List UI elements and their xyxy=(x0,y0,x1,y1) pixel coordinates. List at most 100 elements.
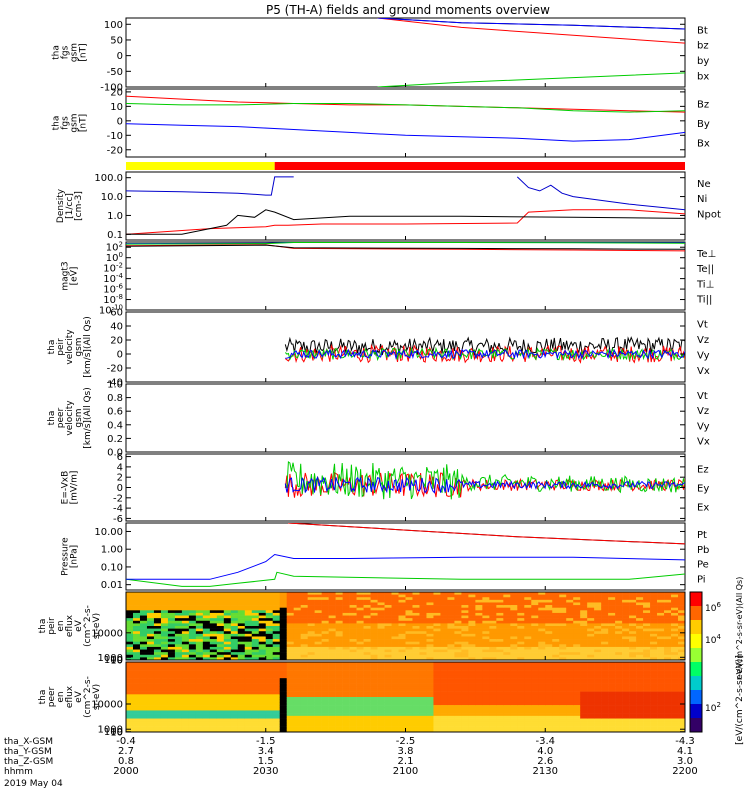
spectrogram-cell xyxy=(230,626,239,629)
spectrogram-cell xyxy=(601,633,609,637)
spectrogram-cell xyxy=(188,602,197,606)
spectrogram-cell xyxy=(202,705,211,709)
spectrogram-cell xyxy=(405,707,413,711)
spectrogram-cell xyxy=(167,726,176,730)
spectrogram-cell xyxy=(412,610,420,614)
spectrogram-cell xyxy=(384,605,392,608)
spectrogram-cell xyxy=(321,683,329,687)
spectrogram-cell xyxy=(300,602,308,606)
spectrogram-cell xyxy=(517,646,525,650)
spectrogram-cell xyxy=(321,620,329,624)
spectrogram-cell xyxy=(636,641,644,645)
spectrogram-cell xyxy=(293,699,301,703)
spectrogram-cell xyxy=(419,652,427,656)
spectrogram-cell xyxy=(496,699,504,703)
spectrogram-cell xyxy=(188,615,197,619)
spectrogram-cell xyxy=(244,707,253,711)
spectrogram-cell xyxy=(594,718,602,722)
spectrogram-cell xyxy=(482,652,490,656)
legend-Vz: Vz xyxy=(697,406,709,417)
spectrogram-cell xyxy=(244,664,253,668)
y-tick-label: -4 xyxy=(113,504,123,515)
spectrogram-cell xyxy=(293,670,301,674)
spectrogram-cell xyxy=(132,664,141,668)
y-axis-label: gsm xyxy=(70,43,80,62)
spectrogram-cell xyxy=(503,688,511,692)
spectrogram-cell xyxy=(566,649,574,653)
spectrogram-cell xyxy=(216,678,225,682)
spectrogram-cell xyxy=(405,723,413,727)
spectrogram-cell xyxy=(307,649,315,653)
spectrogram-cell xyxy=(412,623,420,627)
spectrogram-cell xyxy=(370,599,378,603)
y-tick-label: 100 xyxy=(104,20,123,31)
spectrogram-cell xyxy=(587,657,595,661)
spectrogram-cell xyxy=(482,597,490,601)
spectrogram-cell xyxy=(433,612,441,616)
spectrogram-cell xyxy=(363,697,371,700)
panel-lines xyxy=(126,242,685,252)
spectrogram-cell xyxy=(594,688,602,692)
spectrogram-cell xyxy=(615,721,623,725)
spectrogram-cell xyxy=(496,721,504,725)
spectrogram-cell xyxy=(126,662,134,665)
spectrogram-cell xyxy=(272,602,281,606)
spectrogram-cell xyxy=(608,618,616,622)
spectrogram-cell xyxy=(405,628,413,632)
spectrogram-cell xyxy=(524,615,532,619)
spectrogram-cell xyxy=(426,592,434,595)
spectrogram-cell xyxy=(573,694,581,698)
spectrogram-cell xyxy=(223,686,232,690)
spectrogram-cell xyxy=(664,599,672,603)
spectrogram-cell xyxy=(671,626,679,629)
spectrogram-cell xyxy=(321,664,329,668)
spectrogram-cell xyxy=(258,610,267,614)
spectrogram-cell xyxy=(286,680,294,684)
spectrogram-cell xyxy=(461,686,469,690)
spectrogram-cell xyxy=(160,729,169,733)
spectrogram-cell xyxy=(510,649,518,653)
spectrogram-cell xyxy=(202,686,211,690)
legend-Bt: Bt xyxy=(697,25,708,36)
spectrogram-cell xyxy=(489,615,497,619)
spectrogram-cell xyxy=(440,652,448,656)
spectrogram-cell xyxy=(174,729,183,733)
spectrogram-cell xyxy=(489,683,497,687)
spectrogram-cell xyxy=(426,707,434,711)
spectrogram-cell xyxy=(209,686,218,690)
spectrogram-cell xyxy=(307,646,315,650)
spectrogram-cell xyxy=(384,713,392,717)
spectrogram-cell xyxy=(559,620,567,624)
spectrogram-cell xyxy=(419,602,427,606)
y-axis-label: tha xyxy=(52,116,62,131)
spectrogram-cell xyxy=(126,718,134,722)
spectrogram-cell xyxy=(279,683,288,687)
legend-Ey: Ey xyxy=(697,483,709,494)
spectrogram-cell xyxy=(622,678,630,682)
spectrogram-cell xyxy=(251,607,260,611)
spectrogram-cell xyxy=(678,726,686,730)
spectrogram-cell xyxy=(615,657,623,661)
spectrogram-cell xyxy=(482,636,490,640)
spectrogram-cell xyxy=(349,620,357,624)
spectrogram-cell xyxy=(419,612,427,616)
spectrogram-cell xyxy=(615,678,623,682)
spectrogram-cell xyxy=(209,626,218,629)
spectrogram-cell xyxy=(279,691,288,695)
spectrogram-cell xyxy=(426,680,434,684)
spectrogram-cell xyxy=(510,652,518,656)
spectrogram-cell xyxy=(251,644,260,648)
spectrogram-cell xyxy=(202,607,211,611)
spectrogram-cell xyxy=(601,657,609,661)
y-tick-label: 50 xyxy=(110,35,123,46)
spectrogram-cell xyxy=(664,620,672,624)
spectrogram-cell xyxy=(335,618,343,622)
spectrogram-cell xyxy=(566,688,574,692)
spectrogram-cell xyxy=(601,594,609,598)
spectrogram-cell xyxy=(265,620,274,624)
spectrogram-cell xyxy=(377,694,385,698)
spectrogram-cell xyxy=(608,649,616,653)
spectrogram-cell xyxy=(678,707,686,711)
spectrogram-cell xyxy=(258,628,267,632)
spectrogram-cell xyxy=(391,697,399,700)
